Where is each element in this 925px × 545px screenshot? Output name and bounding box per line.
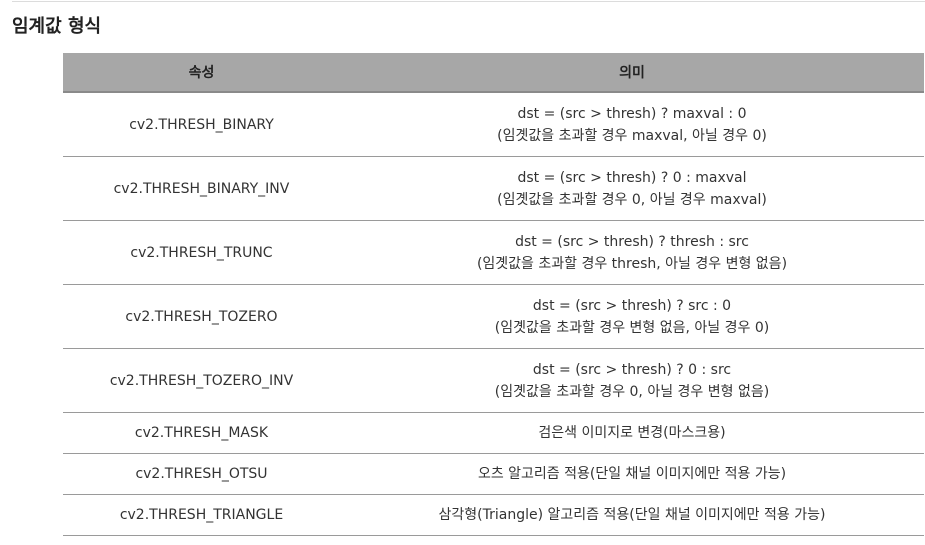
top-divider bbox=[12, 1, 925, 2]
table-header-row: 속성 의미 bbox=[63, 53, 924, 93]
description-text: 삼각형(Triangle) 알고리즘 적용(단일 채널 이미지에만 적용 가능) bbox=[438, 507, 826, 523]
attribute-cell: cv2.THRESH_TRIANGLE bbox=[63, 494, 340, 536]
formula-text: dst = (src > thresh) ? src : 0 bbox=[532, 297, 732, 314]
table-row: cv2.THRESH_BINARY dst = (src > thresh) ?… bbox=[63, 92, 924, 157]
table-row: cv2.THRESH_TOZERO_INV dst = (src > thres… bbox=[63, 348, 924, 413]
attribute-cell: cv2.THRESH_BINARY_INV bbox=[63, 156, 340, 221]
meaning-cell: dst = (src > thresh) ? 0 : src (임곗값을 초과할… bbox=[340, 348, 924, 413]
table-row: cv2.THRESH_MASK 검은색 이미지로 변경(마스크용) bbox=[63, 412, 924, 454]
meaning-cell: 검은색 이미지로 변경(마스크용) bbox=[340, 412, 924, 454]
attribute-cell: cv2.THRESH_TOZERO bbox=[63, 284, 340, 349]
meaning-cell: dst = (src > thresh) ? 0 : maxval (임곗값을 … bbox=[340, 156, 924, 221]
attribute-cell: cv2.THRESH_OTSU bbox=[63, 453, 340, 495]
attribute-cell: cv2.THRESH_TRUNC bbox=[63, 220, 340, 285]
header-attribute: 속성 bbox=[63, 53, 340, 93]
attribute-cell: cv2.THRESH_TOZERO_INV bbox=[63, 348, 340, 413]
attribute-cell: cv2.THRESH_BINARY bbox=[63, 92, 340, 157]
formula-text: dst = (src > thresh) ? 0 : maxval bbox=[517, 169, 747, 186]
description-text: (임곗값을 초과할 경우 0, 아닐 경우 변형 없음) bbox=[494, 383, 770, 400]
table-row: cv2.THRESH_BINARY_INV dst = (src > thres… bbox=[63, 156, 924, 221]
table-row: cv2.THRESH_TRIANGLE 삼각형(Triangle) 알고리즘 적… bbox=[63, 494, 924, 536]
section-title: 임계값 형식 bbox=[12, 16, 102, 37]
meaning-cell: dst = (src > thresh) ? thresh : src (임곗값… bbox=[340, 220, 924, 285]
formula-text: dst = (src > thresh) ? thresh : src bbox=[515, 233, 749, 250]
table-body: cv2.THRESH_BINARY dst = (src > thresh) ?… bbox=[63, 92, 924, 536]
attribute-cell: cv2.THRESH_MASK bbox=[63, 412, 340, 454]
table-row: cv2.THRESH_TOZERO dst = (src > thresh) ?… bbox=[63, 284, 924, 349]
threshold-types-table: 속성 의미 cv2.THRESH_BINARY dst = (src > thr… bbox=[63, 53, 924, 536]
description-text: (임곗값을 초과할 경우 0, 아닐 경우 maxval) bbox=[497, 191, 767, 208]
meaning-cell: dst = (src > thresh) ? src : 0 (임곗값을 초과할… bbox=[340, 284, 924, 349]
description-text: (임곗값을 초과할 경우 변형 없음, 아닐 경우 0) bbox=[494, 319, 770, 336]
description-text: (임곗값을 초과할 경우 maxval, 아닐 경우 0) bbox=[497, 127, 767, 144]
header-meaning: 의미 bbox=[340, 53, 924, 93]
formula-text: dst = (src > thresh) ? 0 : src bbox=[532, 361, 732, 378]
description-text: (임곗값을 초과할 경우 thresh, 아닐 경우 변형 없음) bbox=[476, 255, 788, 272]
description-text: 오츠 알고리즘 적용(단일 채널 이미지에만 적용 가능) bbox=[477, 466, 787, 482]
formula-text: dst = (src > thresh) ? maxval : 0 bbox=[517, 105, 747, 122]
description-text: 검은색 이미지로 변경(마스크용) bbox=[538, 425, 726, 441]
meaning-cell: 삼각형(Triangle) 알고리즘 적용(단일 채널 이미지에만 적용 가능) bbox=[340, 494, 924, 536]
table-row: cv2.THRESH_TRUNC dst = (src > thresh) ? … bbox=[63, 220, 924, 285]
meaning-cell: 오츠 알고리즘 적용(단일 채널 이미지에만 적용 가능) bbox=[340, 453, 924, 495]
table-row: cv2.THRESH_OTSU 오츠 알고리즘 적용(단일 채널 이미지에만 적… bbox=[63, 453, 924, 495]
meaning-cell: dst = (src > thresh) ? maxval : 0 (임곗값을 … bbox=[340, 92, 924, 157]
table-header: 속성 의미 bbox=[63, 53, 924, 93]
